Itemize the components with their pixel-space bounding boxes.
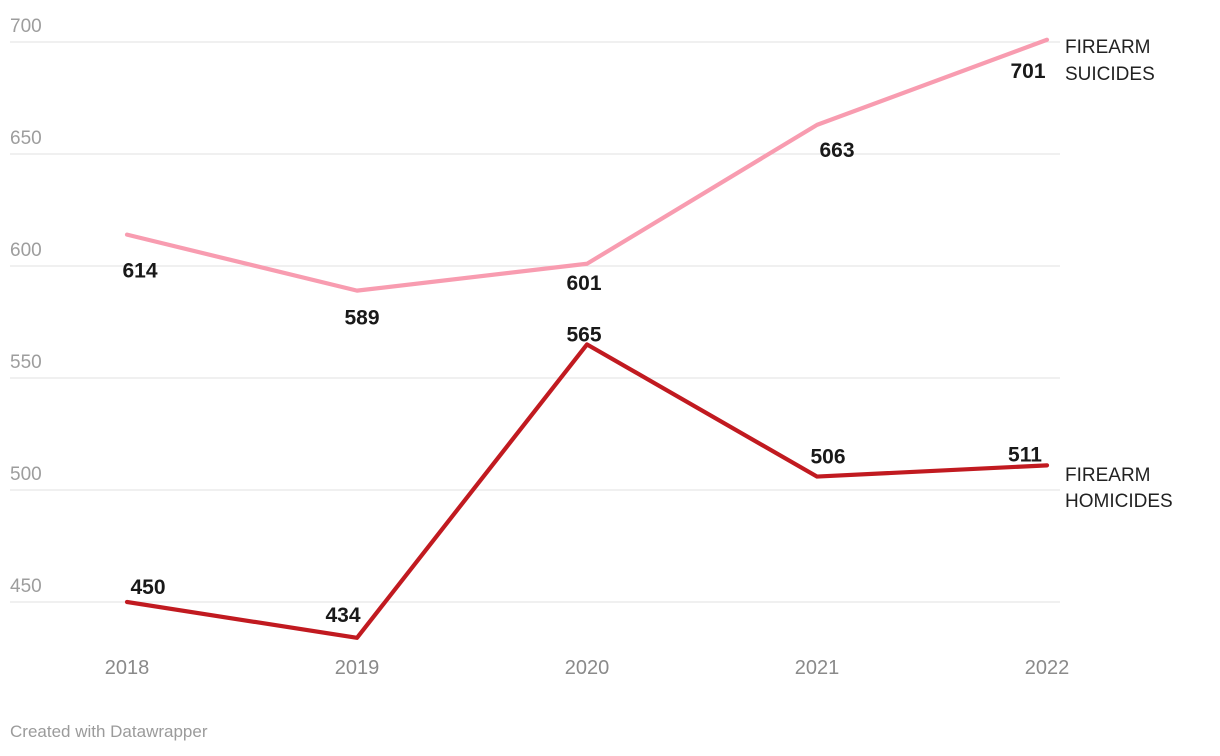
- legend-label-line: SUICIDES: [1065, 64, 1155, 85]
- legend-label-line: HOMICIDES: [1065, 491, 1173, 512]
- legend-label-line: FIREARM: [1065, 37, 1151, 58]
- value-label: 511: [1008, 443, 1042, 466]
- legend-firearm-suicides: FIREARM SUICIDES: [1065, 37, 1155, 85]
- y-gridlines: [10, 41, 1060, 603]
- value-label: 434: [325, 604, 360, 627]
- value-label: 450: [130, 576, 165, 599]
- x-tick-label: 2020: [565, 657, 610, 679]
- x-tick-label: 2019: [335, 657, 380, 679]
- line-firearm-suicides: [124, 37, 1050, 293]
- value-labels-firearm-homicides: 450 434 565 506 511: [130, 323, 1042, 626]
- value-label: 701: [1010, 60, 1045, 83]
- value-label: 565: [566, 323, 601, 346]
- legend-firearm-homicides: FIREARM HOMICIDES: [1065, 465, 1173, 512]
- value-label: 663: [819, 139, 854, 162]
- y-tick-label: 500: [10, 464, 42, 485]
- line-firearm-homicides: [124, 342, 1050, 640]
- x-tick-label: 2021: [795, 657, 840, 679]
- legend-label-line: FIREARM: [1065, 465, 1151, 486]
- y-tick-label: 550: [10, 352, 42, 373]
- x-tick-label: 2018: [105, 657, 150, 679]
- y-tick-label: 450: [10, 576, 42, 597]
- x-tick-label: 2022: [1025, 657, 1070, 679]
- y-tick-label: 650: [10, 128, 42, 149]
- chart-canvas: 450 500 550 600 650 700 2018 2019 2020 2021 2022 61…: [10, 16, 1173, 679]
- datawrapper-credit-link[interactable]: Created with Datawrapper: [10, 722, 208, 741]
- y-axis-tick-labels: 450 500 550 600 650 700: [10, 16, 42, 597]
- value-label: 601: [566, 272, 601, 295]
- y-tick-label: 700: [10, 16, 42, 37]
- value-labels-firearm-suicides: 614 589 601 663 701: [122, 60, 1045, 330]
- y-tick-label: 600: [10, 240, 42, 261]
- value-label: 614: [122, 260, 157, 283]
- value-label: 506: [810, 446, 845, 469]
- datawrapper-credit: Created with Datawrapper: [10, 722, 207, 742]
- value-label: 589: [344, 307, 379, 330]
- x-axis-tick-labels: 2018 2019 2020 2021 2022: [105, 657, 1070, 679]
